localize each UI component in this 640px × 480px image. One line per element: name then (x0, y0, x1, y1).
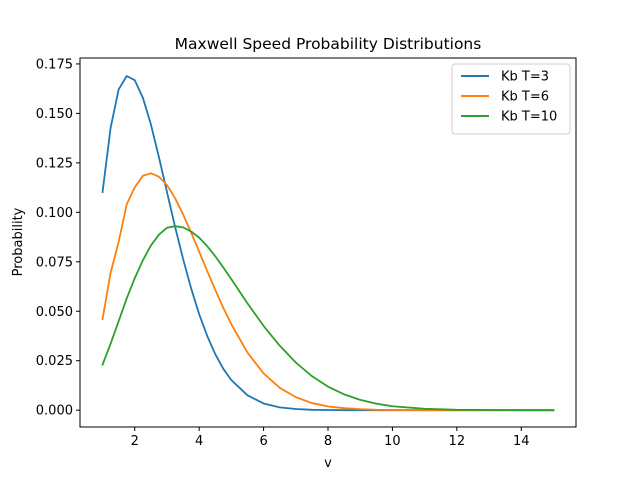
x-tick-label: 10 (384, 434, 401, 449)
x-tick-label: 12 (449, 434, 466, 449)
y-axis: 0.000 0.025 0.050 0.075 0.100 0.125 0.150 0.175 (36, 57, 80, 419)
legend-label: Kb T=10 (501, 110, 557, 125)
x-tick-label: 8 (324, 434, 332, 449)
x-axis-label: v (324, 456, 332, 471)
y-axis-label: Probability (11, 207, 26, 276)
y-tick-label: 0.075 (36, 255, 73, 270)
chart-title: Maxwell Speed Probability Distributions (175, 35, 482, 53)
x-tick-label: 2 (131, 434, 139, 449)
y-tick-label: 0.000 (36, 404, 73, 419)
y-tick-label: 0.125 (36, 156, 73, 171)
legend: Kb T=3 Kb T=6 Kb T=10 (451, 63, 571, 135)
y-tick-label: 0.025 (36, 354, 73, 369)
y-tick-label: 0.175 (36, 57, 73, 72)
legend-label: Kb T=3 (501, 70, 549, 85)
x-tick-label: 14 (513, 434, 530, 449)
y-tick-label: 0.150 (36, 107, 73, 122)
x-tick-label: 6 (259, 434, 267, 449)
series-line-3 (101, 225, 555, 412)
x-tick-label: 4 (195, 434, 203, 449)
y-tick-label: 0.100 (36, 206, 73, 221)
series-line-2 (101, 172, 555, 412)
x-axis: 2 4 6 8 10 12 14 (131, 427, 530, 449)
legend-label: Kb T=6 (501, 90, 549, 105)
y-tick-label: 0.050 (36, 305, 73, 320)
series-layer (101, 75, 555, 412)
